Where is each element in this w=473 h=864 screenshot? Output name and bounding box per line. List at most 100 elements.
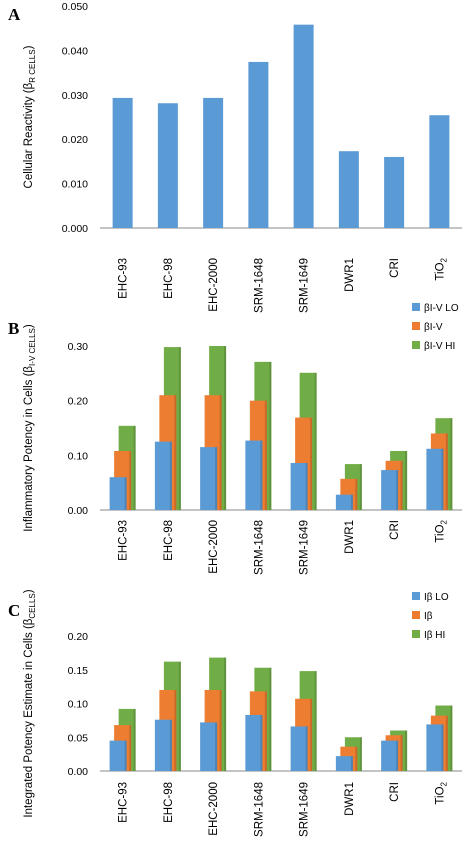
bar-srm-1648-series-1 <box>245 440 263 510</box>
bar-shade <box>396 470 399 510</box>
bar-ehc-2000 <box>203 97 224 229</box>
bar-dwr1 <box>338 151 359 228</box>
y-tick-label: 0.05 <box>68 732 89 744</box>
bar-shade <box>219 395 222 510</box>
legend-swatch <box>412 341 420 349</box>
bar-shade <box>264 691 267 771</box>
bar-shade <box>224 657 227 771</box>
y-tick-label: 0.000 <box>62 223 88 235</box>
bar-srm-1649 <box>293 24 314 229</box>
bar-srm-1648-series-1 <box>245 714 263 771</box>
bar-cri-series-1 <box>381 740 399 771</box>
legend-swatch <box>412 322 420 330</box>
category-label: EHC-2000 <box>208 520 220 574</box>
category-label: TiO2 <box>434 257 448 280</box>
category-label: EHC-93 <box>118 782 130 823</box>
y-tick-label: 0.10 <box>68 699 89 711</box>
category-label: SRM-1649 <box>299 782 311 837</box>
category-label: SRM-1648 <box>253 782 265 837</box>
bar-shade <box>450 705 453 771</box>
bar-shade <box>269 361 272 510</box>
bar-shade <box>405 450 408 510</box>
panel-letter: B <box>8 319 19 338</box>
bar-shade <box>215 722 218 771</box>
bar-shade <box>178 347 181 510</box>
bar-shade <box>133 425 136 510</box>
bar-shade <box>359 737 362 771</box>
y-tick-label: 0.010 <box>62 179 88 191</box>
legend-label: Iβ HI <box>424 630 445 641</box>
bar-shade <box>400 460 403 510</box>
y-axis-title: Inflammatory Potency in Cells (βI-V CELL… <box>23 324 37 532</box>
bar-ehc-93-series-1 <box>109 740 127 771</box>
bar-shade <box>359 464 362 510</box>
category-label: EHC-98 <box>163 782 175 823</box>
legend-label: βI-V <box>424 322 443 333</box>
bar-shade <box>224 346 227 510</box>
category-label: CRI <box>389 520 401 540</box>
bar-srm-1649-series-1 <box>290 462 308 510</box>
bar-shade <box>400 735 403 771</box>
bar-shade <box>269 667 272 771</box>
bar-srm-1648 <box>248 61 269 228</box>
bar-shade <box>215 447 218 510</box>
bar-shade <box>174 690 177 771</box>
category-label: SRM-1649 <box>299 520 311 575</box>
bar-ehc-2000-series-1 <box>200 722 218 771</box>
chart-panel-a: A 0.000 0.010 0.020 0.030 0.040 0.050 Cellular … <box>8 1 462 313</box>
bar-tio2-series-1 <box>426 724 444 771</box>
legend-swatch <box>412 303 420 311</box>
bar-tio2 <box>429 115 450 228</box>
bar-dwr1-series-1 <box>335 494 353 510</box>
bar-shade <box>350 756 353 771</box>
bar-cri-series-1 <box>381 470 399 510</box>
category-label: EHC-98 <box>163 258 175 299</box>
y-tick-label: 0.20 <box>68 631 89 643</box>
bar-shade <box>305 726 308 771</box>
bar-shade <box>350 494 353 510</box>
category-label: TiO2 <box>434 781 448 804</box>
bar-ehc-98-series-1 <box>154 719 172 771</box>
y-tick-label: 0.040 <box>62 45 88 57</box>
category-label: DWR1 <box>344 258 356 292</box>
legend-label: βI-V LO <box>424 303 459 314</box>
chart-panel-b: B 0.00 0.10 0.20 0.30 Inflammatory Potency in… <box>8 303 462 575</box>
bar-shade <box>219 690 222 771</box>
category-label: EHC-2000 <box>208 258 220 312</box>
bar-shade <box>174 395 177 510</box>
bar-ehc-98-series-1 <box>154 441 172 510</box>
bar-shade <box>310 698 313 771</box>
bar-shade <box>310 417 313 510</box>
bar-srm-1649-series-1 <box>290 726 308 771</box>
bar-shade <box>133 708 136 771</box>
panel-letter: A <box>8 5 21 24</box>
bar-ehc-98 <box>157 103 178 228</box>
bar-dwr1-series-1 <box>335 756 353 771</box>
category-label: EHC-93 <box>118 520 130 561</box>
bar-shade <box>445 433 448 510</box>
bar-shade <box>405 730 408 771</box>
bar-shade <box>305 462 308 510</box>
bar-shade <box>178 661 181 771</box>
bar-ehc-93-series-1 <box>109 477 127 510</box>
bar-shade <box>169 441 172 510</box>
category-label: DWR1 <box>344 520 356 554</box>
category-label: DWR1 <box>344 782 356 816</box>
category-label: EHC-98 <box>163 520 175 561</box>
legend-label: βI-V HI <box>424 341 455 352</box>
category-label: CRI <box>389 258 401 278</box>
bar-shade <box>314 671 317 771</box>
bar-shade <box>129 725 132 771</box>
y-tick-label: 0.15 <box>68 665 89 677</box>
y-tick-label: 0.00 <box>68 505 89 517</box>
chart-panel-c: C 0.00 0.05 0.10 0.15 0.20 Integrated Potency … <box>8 589 462 837</box>
y-tick-label: 0.020 <box>62 134 88 146</box>
bar-shade <box>169 719 172 771</box>
y-tick-label: 0.030 <box>62 90 88 102</box>
y-axis-title: Integrated Potency Estimate in Cells (βC… <box>23 589 37 817</box>
legend-swatch <box>412 592 420 600</box>
legend-swatch <box>412 630 420 638</box>
bar-shade <box>441 448 444 510</box>
y-tick-label: 0.050 <box>62 1 88 13</box>
